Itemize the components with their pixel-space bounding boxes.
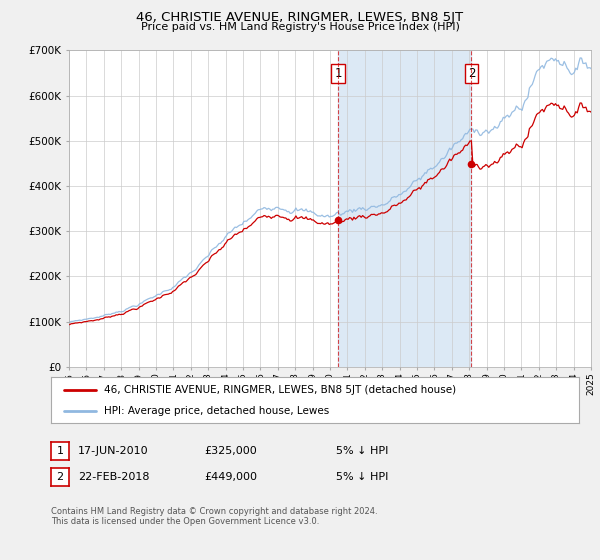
Text: 2: 2: [468, 67, 475, 81]
Text: 46, CHRISTIE AVENUE, RINGMER, LEWES, BN8 5JT: 46, CHRISTIE AVENUE, RINGMER, LEWES, BN8…: [136, 11, 464, 24]
Text: £449,000: £449,000: [204, 472, 257, 482]
Text: 5% ↓ HPI: 5% ↓ HPI: [336, 446, 388, 456]
Text: 2: 2: [56, 472, 64, 482]
Text: 17-JUN-2010: 17-JUN-2010: [78, 446, 149, 456]
Text: 1: 1: [334, 67, 342, 81]
Text: HPI: Average price, detached house, Lewes: HPI: Average price, detached house, Lewe…: [104, 407, 329, 416]
Text: 22-FEB-2018: 22-FEB-2018: [78, 472, 149, 482]
Bar: [338, 50, 472, 367]
Text: Contains HM Land Registry data © Crown copyright and database right 2024.
This d: Contains HM Land Registry data © Crown c…: [51, 507, 377, 526]
Text: Price paid vs. HM Land Registry's House Price Index (HPI): Price paid vs. HM Land Registry's House …: [140, 22, 460, 32]
Text: £325,000: £325,000: [204, 446, 257, 456]
Text: 46, CHRISTIE AVENUE, RINGMER, LEWES, BN8 5JT (detached house): 46, CHRISTIE AVENUE, RINGMER, LEWES, BN8…: [104, 385, 456, 395]
Text: 1: 1: [56, 446, 64, 456]
Text: 5% ↓ HPI: 5% ↓ HPI: [336, 472, 388, 482]
